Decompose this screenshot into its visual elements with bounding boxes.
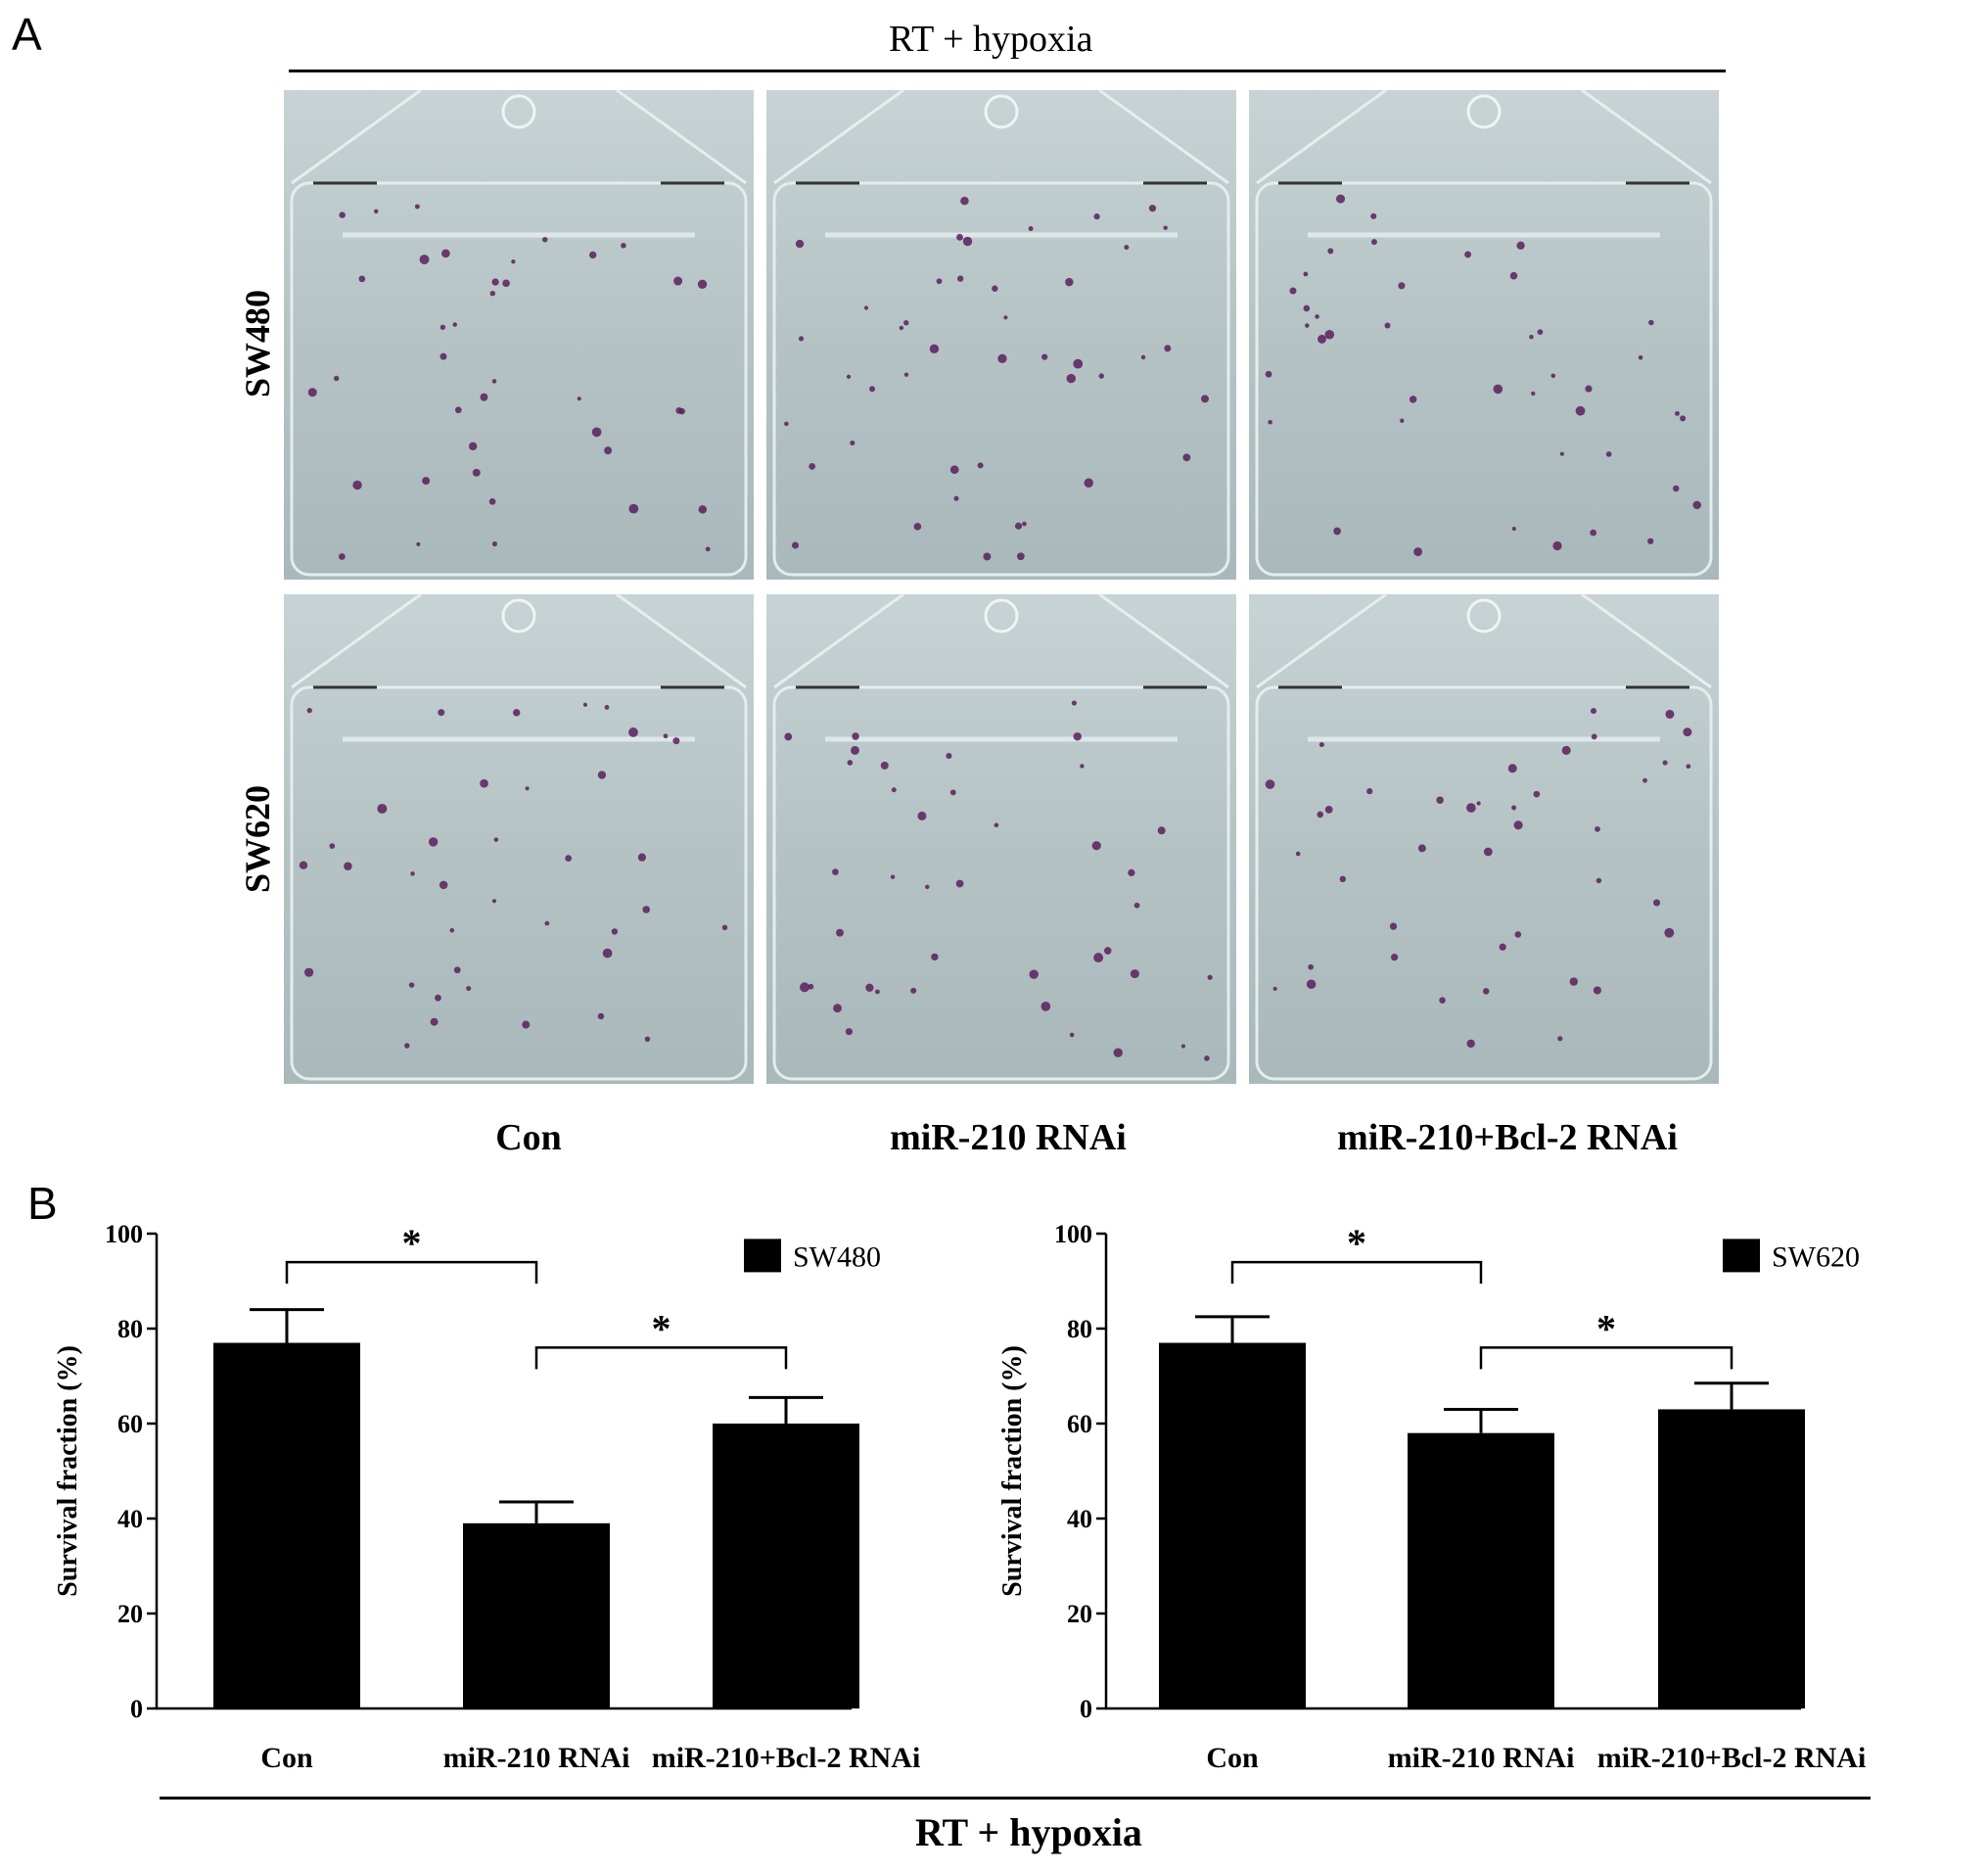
y-tick-label: 40 [117, 1505, 143, 1533]
x-tick-label: Con [1206, 1742, 1259, 1774]
y-axis-label: Survival fraction (%) [53, 1345, 83, 1597]
flask-photo [284, 592, 754, 1084]
significance-bracket [1230, 1260, 1483, 1285]
bar [1159, 1342, 1306, 1708]
col-label-mir210-bcl2-rnai: miR-210+Bcl-2 RNAi [1337, 1117, 1678, 1158]
y-tick-label: 20 [1067, 1600, 1092, 1628]
significance-star: * [1596, 1306, 1616, 1350]
legend-swatch [744, 1239, 781, 1273]
y-tick-label: 40 [1067, 1505, 1092, 1533]
panel-b-bottom-rule [160, 1797, 1871, 1800]
col-label-mir210-rnai: miR-210 RNAi [890, 1117, 1127, 1158]
flask-photo [284, 90, 754, 580]
significance-star: * [1347, 1221, 1366, 1265]
y-tick-label: 0 [130, 1695, 143, 1723]
flask-photo [766, 592, 1236, 1084]
flask-photo [1249, 592, 1719, 1084]
x-tick-label: miR-210+Bcl-2 RNAi [652, 1742, 921, 1774]
significance-bracket [534, 1346, 788, 1370]
row-label-sw480: SW480 [238, 289, 277, 398]
y-tick-label: 60 [117, 1410, 143, 1438]
y-tick-label: 20 [117, 1600, 143, 1628]
row-label-sw620: SW620 [238, 784, 277, 894]
panel-a-letter: A [12, 9, 42, 60]
significance-bracket [285, 1260, 538, 1285]
panel-a-title: RT + hypoxia [889, 19, 1093, 60]
flask-photo [1249, 90, 1719, 580]
legend-label: SW480 [793, 1240, 881, 1273]
bar-chart-sw620: 0 20 40 60 80 100 Survival fraction (%) Con miR-… [997, 1220, 1866, 1774]
bar [213, 1342, 360, 1708]
flask-photo [766, 90, 1236, 580]
y-tick-label: 100 [1054, 1220, 1092, 1248]
bar [713, 1424, 859, 1708]
col-label-con: Con [495, 1117, 562, 1158]
significance-star: * [402, 1221, 422, 1265]
significance-bracket [1479, 1346, 1734, 1370]
bar-chart-sw480: 0 20 40 60 80 100 Survival fraction (%) Con miR-… [53, 1220, 920, 1774]
panel-b-bottom-title: RT + hypoxia [915, 1810, 1142, 1854]
bar [463, 1522, 610, 1708]
y-tick-label: 60 [1067, 1410, 1092, 1438]
y-tick-label: 80 [117, 1315, 143, 1343]
flask-photo-grid [284, 90, 1719, 1084]
y-tick-label: 100 [105, 1220, 143, 1248]
x-tick-label: miR-210 RNAi [1388, 1742, 1575, 1774]
y-axis-label: Survival fraction (%) [997, 1345, 1028, 1597]
legend-swatch [1723, 1239, 1760, 1273]
panel-b-letter: B [27, 1178, 58, 1229]
legend-label: SW620 [1772, 1240, 1860, 1273]
y-tick-label: 0 [1080, 1695, 1092, 1723]
bar [1658, 1409, 1805, 1708]
significance-star: * [652, 1306, 671, 1350]
y-tick-label: 80 [1067, 1315, 1092, 1343]
bar [1408, 1432, 1554, 1708]
panel-a-title-rule [289, 70, 1726, 72]
x-tick-label: miR-210 RNAi [443, 1742, 630, 1774]
bar-chart-area: 0 20 40 60 80 100 Survival fraction (%) Con miR-… [53, 1220, 1866, 1774]
x-tick-label: miR-210+Bcl-2 RNAi [1597, 1742, 1867, 1774]
x-tick-label: Con [260, 1742, 313, 1774]
